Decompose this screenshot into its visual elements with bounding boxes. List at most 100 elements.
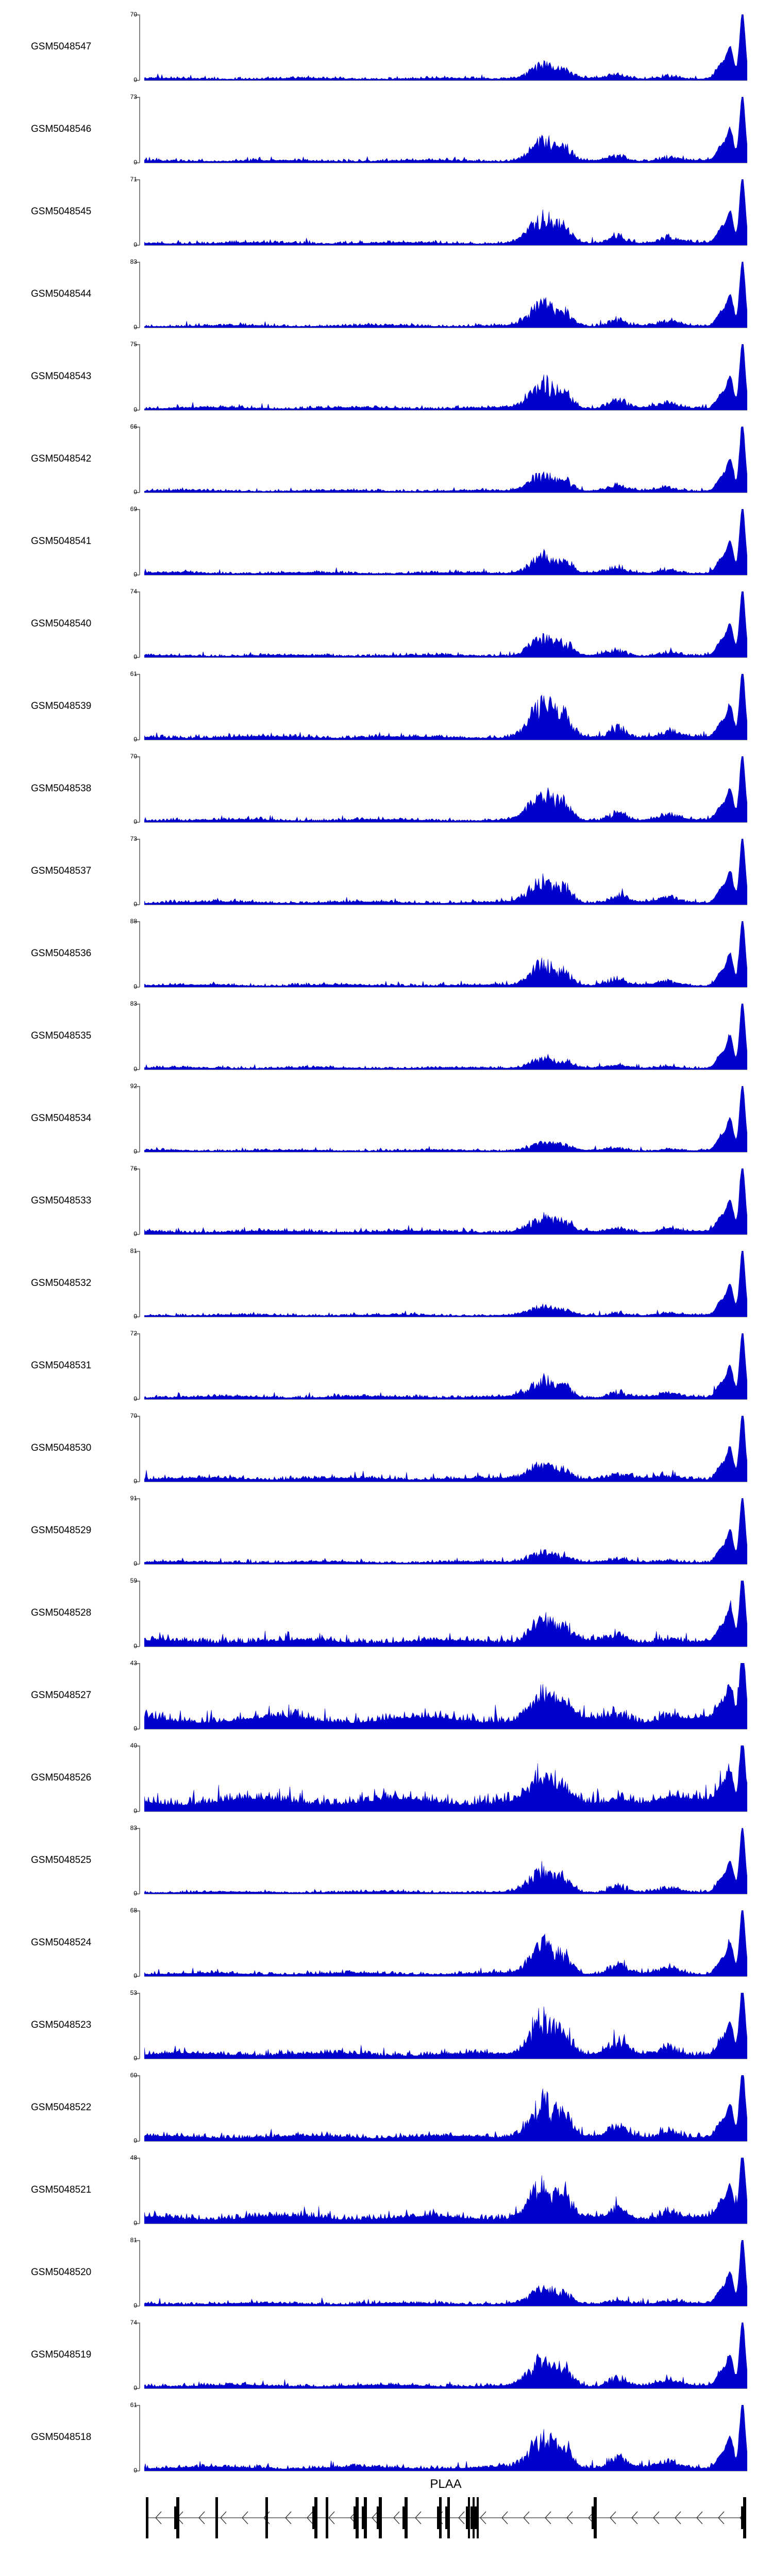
coverage-plot-area[interactable] xyxy=(144,1745,747,1811)
coverage-track-row[interactable]: GSM5048547 70 0 xyxy=(0,11,773,97)
coverage-plot-area[interactable] xyxy=(144,509,747,575)
coverage-plot-area[interactable] xyxy=(144,14,747,80)
track-sample-label: GSM5048528 xyxy=(31,1607,92,1618)
coverage-track-row[interactable]: GSM5048544 83 0 xyxy=(0,259,773,344)
track-sample-label: GSM5048520 xyxy=(31,2267,92,2278)
coverage-plot-area[interactable] xyxy=(144,427,747,493)
y-axis-max-label: 92 xyxy=(130,1082,137,1090)
coverage-track-row[interactable]: GSM5048531 72 0 xyxy=(0,1330,773,1416)
track-y-axis: 61 0 xyxy=(120,671,144,756)
gene-exon-cds-box xyxy=(312,2506,317,2529)
coverage-plot-area[interactable] xyxy=(144,921,747,987)
coverage-plot-area[interactable] xyxy=(144,1498,747,1564)
coverage-plot-area[interactable] xyxy=(144,1086,747,1152)
coverage-track-row[interactable]: GSM5048543 75 0 xyxy=(0,341,773,427)
coverage-plot-area[interactable] xyxy=(144,1993,747,2059)
coverage-track-row[interactable]: GSM5048527 43 0 xyxy=(0,1660,773,1745)
coverage-track-row[interactable]: GSM5048537 73 0 xyxy=(0,836,773,921)
track-baseline xyxy=(144,1399,747,1400)
y-axis-tick-min xyxy=(135,327,140,328)
track-sample-label: GSM5048527 xyxy=(31,1690,92,1701)
y-axis-min-label: 0 xyxy=(133,1148,137,1155)
coverage-plot-area[interactable] xyxy=(144,1333,747,1399)
y-axis-tick-min xyxy=(135,2223,140,2224)
coverage-track-row[interactable]: GSM5048528 59 0 xyxy=(0,1578,773,1663)
track-sample-label: GSM5048537 xyxy=(31,866,92,876)
y-axis-tick-max xyxy=(135,1663,140,1664)
coverage-track-row[interactable]: GSM5048519 74 0 xyxy=(0,2319,773,2405)
gene-strand-arrow-icon xyxy=(372,2511,378,2524)
coverage-plot-area[interactable] xyxy=(144,2075,747,2141)
coverage-area-path xyxy=(144,839,747,905)
coverage-signal-svg xyxy=(144,344,747,410)
coverage-track-row[interactable]: GSM5048539 61 0 xyxy=(0,671,773,756)
y-axis-min-label: 0 xyxy=(133,1972,137,1979)
coverage-area-path xyxy=(144,2405,747,2471)
y-axis-tick-min xyxy=(135,2141,140,2142)
coverage-track-row[interactable]: GSM5048520 81 0 xyxy=(0,2237,773,2323)
coverage-track-row[interactable]: GSM5048545 71 0 xyxy=(0,176,773,262)
coverage-plot-area[interactable] xyxy=(144,1910,747,1976)
coverage-track-row[interactable]: GSM5048535 83 0 xyxy=(0,1001,773,1086)
y-axis-tick-max xyxy=(135,1498,140,1499)
coverage-area-path xyxy=(144,2240,747,2306)
coverage-plot-area[interactable] xyxy=(144,1828,747,1894)
coverage-plot-area[interactable] xyxy=(144,2158,747,2224)
coverage-signal-svg xyxy=(144,1004,747,1070)
coverage-track-row[interactable]: GSM5048518 61 0 xyxy=(0,2402,773,2487)
coverage-plot-area[interactable] xyxy=(144,2405,747,2471)
coverage-area-path xyxy=(144,1993,747,2059)
coverage-track-row[interactable]: GSM5048529 91 0 xyxy=(0,1495,773,1581)
coverage-plot-area[interactable] xyxy=(144,1251,747,1317)
y-axis-spine xyxy=(139,1004,140,1070)
track-y-axis: 71 0 xyxy=(120,176,144,262)
coverage-track-row[interactable]: GSM5048526 40 0 xyxy=(0,1742,773,1828)
coverage-track-row[interactable]: GSM5048533 76 0 xyxy=(0,1165,773,1251)
gene-exon-cds-box xyxy=(402,2506,408,2529)
y-axis-spine xyxy=(139,262,140,328)
coverage-track-row[interactable]: GSM5048525 83 0 xyxy=(0,1825,773,1910)
coverage-track-row[interactable]: GSM5048532 81 0 xyxy=(0,1248,773,1333)
coverage-track-row[interactable]: GSM5048538 70 0 xyxy=(0,753,773,839)
gene-strand-arrow-icon xyxy=(480,2511,486,2524)
coverage-plot-area[interactable] xyxy=(144,756,747,822)
coverage-plot-area[interactable] xyxy=(144,1168,747,1234)
coverage-track-row[interactable]: GSM5048540 74 0 xyxy=(0,588,773,674)
coverage-plot-area[interactable] xyxy=(144,674,747,740)
coverage-track-row[interactable]: GSM5048541 69 0 xyxy=(0,506,773,591)
y-axis-tick-min xyxy=(135,987,140,988)
coverage-track-row[interactable]: GSM5048522 60 0 xyxy=(0,2072,773,2158)
coverage-plot-area[interactable] xyxy=(144,179,747,245)
coverage-plot-area[interactable] xyxy=(144,2240,747,2306)
y-axis-spine xyxy=(139,1663,140,1729)
coverage-track-row[interactable]: GSM5048523 53 0 xyxy=(0,1990,773,2075)
coverage-track-row[interactable]: GSM5048521 48 0 xyxy=(0,2155,773,2240)
y-axis-min-label: 0 xyxy=(133,653,137,660)
track-sample-label: GSM5048544 xyxy=(31,289,92,299)
coverage-area-path xyxy=(144,427,747,493)
coverage-track-row[interactable]: GSM5048546 73 0 xyxy=(0,94,773,179)
coverage-plot-area[interactable] xyxy=(144,1004,747,1070)
coverage-signal-svg xyxy=(144,179,747,245)
track-sample-label: GSM5048524 xyxy=(31,1937,92,1948)
coverage-plot-area[interactable] xyxy=(144,1663,747,1729)
gene-exon-cds-box xyxy=(362,2506,367,2529)
coverage-plot-area[interactable] xyxy=(144,97,747,163)
coverage-track-row[interactable]: GSM5048524 68 0 xyxy=(0,1907,773,1993)
coverage-plot-area[interactable] xyxy=(144,591,747,657)
coverage-plot-area[interactable] xyxy=(144,839,747,905)
gene-model-svg[interactable] xyxy=(144,2495,747,2541)
coverage-track-row[interactable]: GSM5048542 66 0 xyxy=(0,423,773,509)
coverage-plot-area[interactable] xyxy=(144,1416,747,1482)
coverage-plot-area[interactable] xyxy=(144,1581,747,1647)
gene-name-label: PLAA xyxy=(430,2477,462,2491)
y-axis-spine xyxy=(139,839,140,905)
coverage-plot-area[interactable] xyxy=(144,2323,747,2388)
coverage-track-row[interactable]: GSM5048534 92 0 xyxy=(0,1082,773,1168)
coverage-plot-area[interactable] xyxy=(144,262,747,328)
track-y-axis: 73 0 xyxy=(120,94,144,179)
coverage-track-row[interactable]: GSM5048530 70 0 xyxy=(0,1413,773,1498)
y-axis-tick-min xyxy=(135,492,140,493)
coverage-plot-area[interactable] xyxy=(144,344,747,410)
coverage-track-row[interactable]: GSM5048536 88 0 xyxy=(0,918,773,1004)
